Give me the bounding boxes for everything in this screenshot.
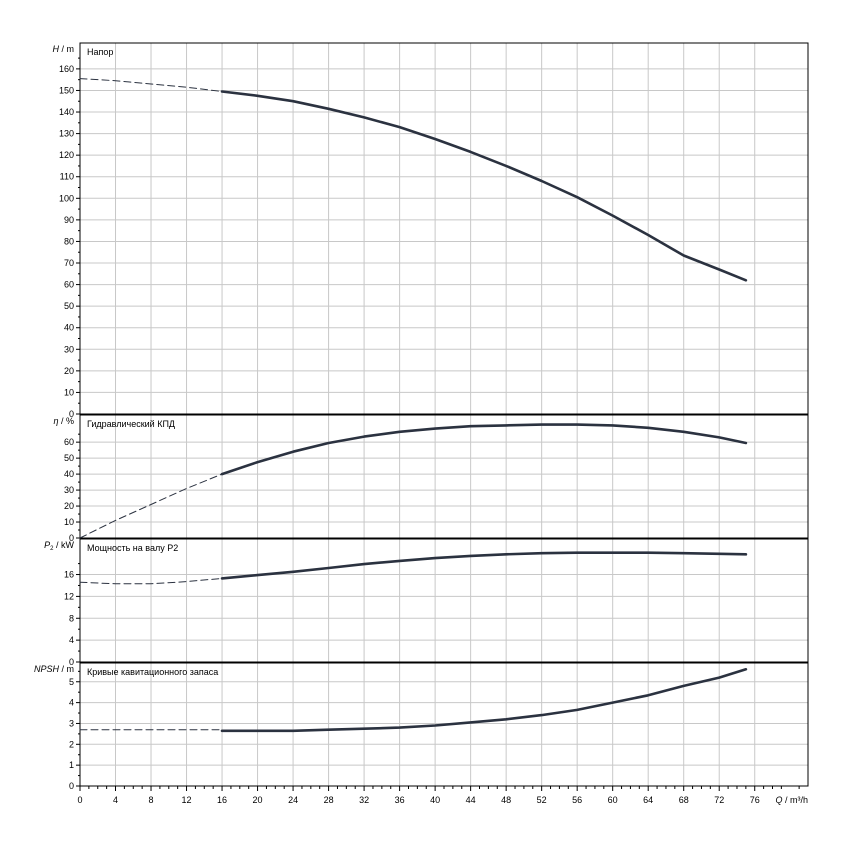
- y-axis-symbol: NPSH: [34, 664, 60, 674]
- y-tick-label: 120: [59, 150, 74, 160]
- x-tick-label: 76: [750, 795, 760, 805]
- x-tick-label: 72: [714, 795, 724, 805]
- y-tick-label: 40: [64, 469, 74, 479]
- panel-title: Кривые кавитационного запаса: [87, 667, 218, 677]
- x-tick-label: 4: [113, 795, 118, 805]
- x-tick-label: 32: [359, 795, 369, 805]
- x-tick-label: 8: [149, 795, 154, 805]
- y-axis-unit: / m: [59, 664, 74, 674]
- panel-frame: [79, 42, 809, 415]
- y-axis-unit: / m: [59, 44, 74, 54]
- panel-2: 0 10 20 30 40 50 60 Гидравлический КПД η / %: [53, 414, 809, 543]
- panel-title: Мощность на валу P2: [87, 543, 178, 553]
- x-tick-label: 60: [608, 795, 618, 805]
- y-tick-label: 70: [64, 258, 74, 268]
- y-tick-label: 8: [69, 613, 74, 623]
- y-tick-label: 110: [60, 172, 74, 182]
- x-tick-label: 68: [679, 795, 689, 805]
- panel-4: 0 1 2 3 4 5 Кривые кавитационного запаса NPSH /…: [34, 662, 809, 791]
- y-tick-label: 0: [69, 533, 74, 543]
- x-axis-symbol: Q: [775, 795, 782, 805]
- x-axis: 0 4 8 12 16 20 24 28 32 36 40 44 48 52 56 60 64 68 72 76 Q /…: [77, 786, 808, 805]
- y-tick-label: 80: [64, 236, 74, 246]
- panel-frame: [79, 414, 809, 539]
- curve-dashed: [79, 78, 223, 92]
- x-tick-label: 48: [501, 795, 511, 805]
- y-tick-label: 0: [69, 409, 74, 419]
- y-tick-label: 150: [59, 85, 74, 95]
- x-tick-label: 64: [643, 795, 653, 805]
- panel-1: 0 10 20 30 40 50 60 70 80 90 100 110 120 130 140 150 160…: [53, 42, 809, 419]
- y-axis-unit: / %: [58, 416, 74, 426]
- panel-title: Напор: [87, 47, 113, 57]
- y-tick-label: 10: [64, 517, 74, 527]
- y-axis-unit: / kW: [54, 540, 75, 550]
- curve-solid: [220, 90, 748, 282]
- y-tick-label: 60: [64, 280, 74, 290]
- x-tick-label: 36: [395, 795, 405, 805]
- panel-frame: [79, 538, 809, 663]
- curve-solid: [220, 551, 748, 580]
- y-axis-label: P2 / kW: [44, 540, 74, 552]
- y-axis-label: η / %: [53, 416, 74, 426]
- y-axis-symbol: H: [53, 44, 60, 54]
- x-tick-label: 56: [572, 795, 582, 805]
- x-axis-label: Q / m³/h: [775, 795, 808, 805]
- y-tick-label: 10: [64, 387, 74, 397]
- y-axis-symbol: P: [44, 540, 50, 550]
- x-axis-unit: / m³/h: [782, 795, 808, 805]
- y-tick-label: 50: [64, 301, 74, 311]
- y-tick-label: 12: [64, 591, 74, 601]
- x-tick-label: 16: [217, 795, 227, 805]
- panel-title: Гидравлический КПД: [87, 419, 175, 429]
- y-tick-label: 4: [69, 698, 74, 708]
- y-tick-label: 60: [64, 437, 74, 447]
- x-tick-label: 28: [324, 795, 334, 805]
- y-axis-label: NPSH / m: [34, 664, 74, 674]
- y-tick-label: 30: [64, 344, 74, 354]
- y-tick-label: 4: [69, 635, 74, 645]
- y-tick-label: 0: [69, 781, 74, 791]
- x-tick-label: 52: [537, 795, 547, 805]
- panel-3: 0 4 8 12 16 Мощность на валу P2 P2 / kW: [44, 538, 809, 667]
- y-tick-label: 20: [64, 501, 74, 511]
- y-axis-symbol: η: [53, 416, 58, 426]
- y-tick-label: 140: [59, 107, 74, 117]
- y-tick-label: 100: [59, 193, 74, 203]
- y-tick-label: 30: [64, 485, 74, 495]
- x-tick-label: 44: [466, 795, 476, 805]
- curve-solid: [220, 423, 748, 476]
- y-tick-label: 1: [69, 760, 74, 770]
- curve-dashed: [79, 473, 223, 539]
- y-tick-label: 50: [64, 453, 74, 463]
- x-tick-label: 24: [288, 795, 298, 805]
- y-axis-subscript: 2: [50, 546, 54, 552]
- y-tick-label: 40: [64, 323, 74, 333]
- curve-dashed: [79, 577, 223, 585]
- y-tick-label: 3: [69, 718, 74, 728]
- y-axis-label: H / m: [53, 44, 75, 54]
- y-tick-label: 2: [69, 739, 74, 749]
- x-tick-label: 40: [430, 795, 440, 805]
- y-tick-label: 90: [64, 215, 74, 225]
- y-tick-label: 160: [59, 64, 74, 74]
- y-tick-label: 0: [69, 657, 74, 667]
- x-tick-label: 0: [77, 795, 82, 805]
- y-tick-label: 130: [59, 129, 74, 139]
- y-tick-label: 16: [64, 570, 74, 580]
- x-tick-label: 20: [253, 795, 263, 805]
- curve-solid: [220, 667, 748, 733]
- y-tick-label: 5: [69, 677, 74, 687]
- x-tick-label: 12: [182, 795, 192, 805]
- y-tick-label: 20: [64, 366, 74, 376]
